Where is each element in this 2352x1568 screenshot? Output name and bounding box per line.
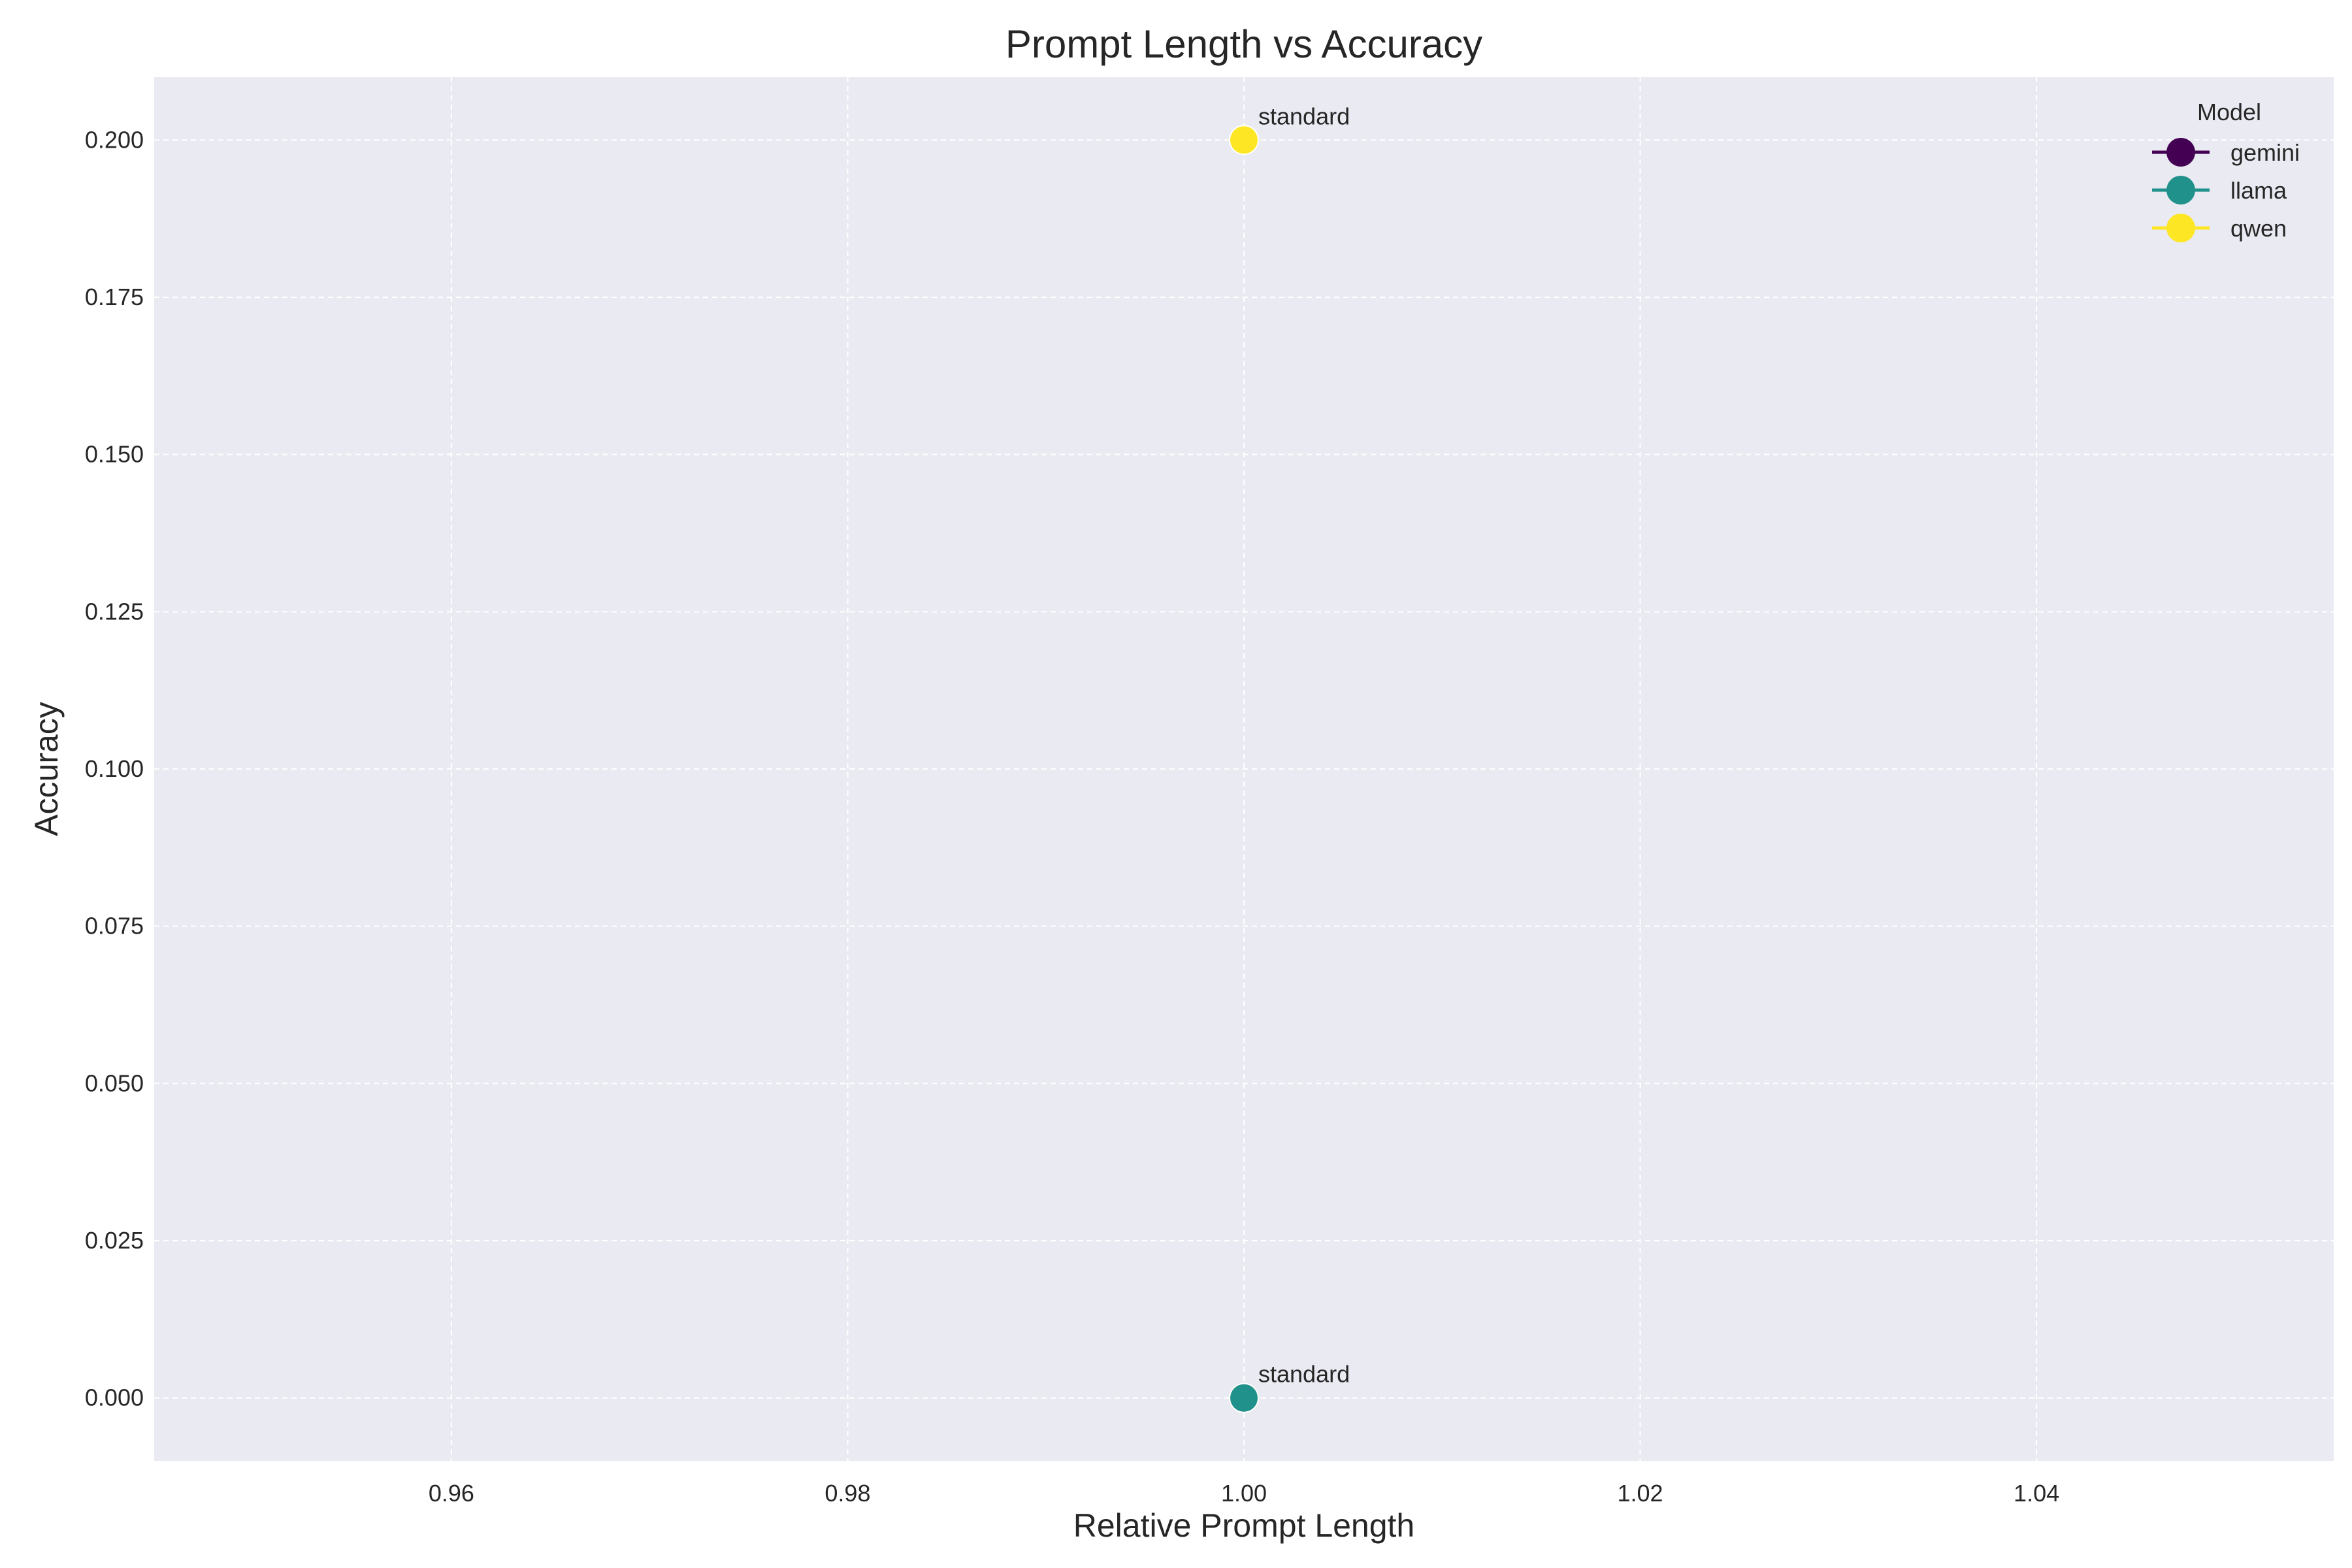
llama-point-label: standard bbox=[1258, 1361, 1350, 1388]
chart-title: Prompt Length vs Accuracy bbox=[1005, 22, 1482, 66]
y-tick-label: 0.000 bbox=[85, 1384, 144, 1411]
y-axis-ticks: 0.000 0.025 0.050 0.075 0.100 0.125 0.150 0.175… bbox=[85, 126, 144, 1411]
grid bbox=[154, 77, 2334, 1461]
qwen-point bbox=[1229, 125, 1259, 155]
x-tick-label: 0.98 bbox=[825, 1480, 870, 1507]
x-tick-label: 0.96 bbox=[429, 1480, 474, 1507]
qwen-point-label: standard bbox=[1258, 103, 1350, 129]
x-axis-label: Relative Prompt Length bbox=[1073, 1507, 1415, 1544]
legend-label-gemini: gemini bbox=[2230, 139, 2300, 166]
legend-swatch-marker bbox=[2166, 138, 2195, 167]
llama-point bbox=[1229, 1382, 1259, 1413]
legend: Model gemini llama qwen bbox=[2152, 99, 2300, 242]
y-tick-label: 0.200 bbox=[85, 126, 144, 153]
legend-title: Model bbox=[2197, 99, 2261, 125]
y-tick-label: 0.100 bbox=[85, 755, 144, 782]
y-tick-label: 0.075 bbox=[85, 913, 144, 939]
y-tick-label: 0.125 bbox=[85, 598, 144, 625]
legend-swatch-marker bbox=[2166, 176, 2195, 204]
x-tick-label: 1.00 bbox=[1221, 1480, 1267, 1507]
y-tick-label: 0.150 bbox=[85, 441, 144, 468]
x-tick-label: 1.02 bbox=[1618, 1480, 1663, 1507]
legend-label-llama: llama bbox=[2230, 177, 2287, 204]
y-tick-label: 0.050 bbox=[85, 1070, 144, 1096]
legend-swatch-marker bbox=[2166, 214, 2195, 242]
legend-label-qwen: qwen bbox=[2230, 215, 2287, 242]
x-axis-ticks: 0.96 0.98 1.00 1.02 1.04 bbox=[429, 1480, 2059, 1507]
data-points: standard standard bbox=[1229, 103, 1350, 1413]
x-tick-label: 1.04 bbox=[2014, 1480, 2059, 1507]
y-axis-label: Accuracy bbox=[28, 702, 65, 836]
y-tick-label: 0.025 bbox=[85, 1227, 144, 1254]
y-tick-label: 0.175 bbox=[85, 284, 144, 310]
